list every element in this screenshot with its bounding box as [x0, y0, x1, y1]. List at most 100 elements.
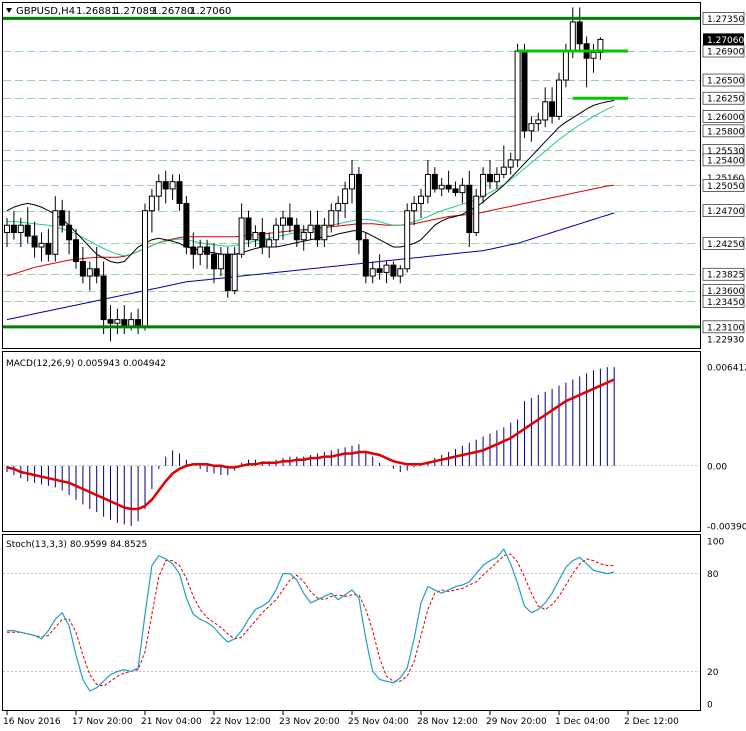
macd-signal-line: [6, 378, 615, 511]
bear-candle: [100, 275, 107, 321]
macd-axis-label: -0.003903: [707, 523, 746, 533]
bull-candle: [142, 210, 148, 328]
bull-candle: [590, 51, 597, 59]
stoch-signal-line: [7, 553, 615, 687]
bull-candle: [383, 264, 390, 273]
bear-candle: [376, 268, 383, 273]
bull-candle: [480, 173, 487, 197]
bull-candle: [280, 217, 286, 226]
bear-candle: [45, 242, 52, 255]
ohlc-low: 1.26780: [152, 6, 193, 17]
bear-candle: [390, 264, 397, 277]
bull-candle: [155, 181, 162, 197]
price-label-box: [702, 320, 745, 334]
bear-candle: [286, 217, 293, 226]
stoch-title: Stoch(13,3,3) 80.9599 84.8525: [6, 540, 147, 550]
price-label-box: [702, 267, 745, 281]
bull-candle: [328, 210, 335, 226]
bear-candle: [245, 217, 252, 241]
stoch-panel-frame: [2, 534, 701, 711]
macd-axis-label: 0.006412: [707, 364, 746, 374]
bear-candle: [293, 224, 300, 241]
stoch-axis-label: 0: [707, 701, 713, 711]
dropdown-triangle-icon[interactable]: [6, 8, 12, 13]
bear-candle: [176, 181, 183, 204]
ohlc-high: 1.27089: [114, 6, 155, 17]
stoch-axis: 100 80 20 0: [707, 538, 724, 711]
bull-candle: [266, 239, 273, 248]
bull-candle: [114, 319, 121, 324]
time-axis: 16 Nov 2016 17 Nov 20:00 21 Nov 04:00 22 No…: [3, 711, 679, 727]
price-label: 1.23600: [707, 287, 744, 297]
bear-candle: [466, 184, 473, 233]
price-label: 1.22930: [707, 336, 744, 346]
bull-candle: [493, 173, 500, 183]
bear-candle: [10, 224, 17, 233]
price-label: 1.25160: [707, 174, 744, 184]
bull-candle: [404, 210, 411, 270]
price-label: 1.26500: [707, 77, 744, 87]
price-label: 1.23450: [707, 298, 744, 308]
bear-candle: [162, 181, 169, 190]
bull-candle: [252, 231, 259, 241]
bear-candle: [445, 184, 452, 190]
bull-candle: [231, 253, 238, 292]
bear-candle: [431, 173, 438, 190]
price-label-box: [702, 91, 745, 105]
bull-candle: [17, 224, 24, 233]
bull-candle: [411, 202, 418, 212]
time-label: 29 Nov 20:00: [486, 717, 547, 727]
symbol-label: GBPUSD,H4: [16, 6, 75, 17]
price-axis: 1.27350 1.26900 1.26500 1.26250 1.26000 1.258…: [702, 12, 745, 346]
macd-axis-label: 0.00: [707, 462, 727, 472]
bear-candle: [362, 239, 369, 277]
bull-candle: [459, 184, 466, 194]
bear-candle: [355, 173, 362, 241]
chart-header: GBPUSD,H4 1.26881 1.27089 1.26780 1.2706…: [6, 6, 231, 17]
bull-candle: [38, 242, 45, 248]
time-label: 23 Nov 20:00: [279, 717, 340, 727]
bull-candle: [169, 181, 176, 190]
macd-title: MACD(12,26,9) 0.005943 0.004942: [6, 359, 166, 369]
bull-candle: [300, 231, 307, 241]
macd-indicator: [3, 367, 700, 526]
bull-candle: [418, 195, 424, 204]
stoch-axis-label: 80: [707, 570, 719, 580]
bear-candle: [224, 253, 231, 292]
price-label: 1.25800: [707, 127, 744, 137]
bear-candle: [107, 319, 114, 324]
bull-candle: [562, 50, 569, 81]
stochastic-indicator: [3, 547, 700, 692]
price-label: 1.27350: [707, 15, 744, 25]
price-label-box: [702, 12, 745, 25]
bear-candle: [211, 253, 217, 270]
time-label: 16 Nov 2016: [3, 717, 61, 727]
stoch-main-line: [7, 547, 615, 692]
macd-panel-frame: [2, 351, 701, 532]
bull-candle: [321, 224, 328, 241]
bear-candle: [190, 246, 197, 255]
bear-candle: [73, 239, 79, 263]
time-label: 1 Dec 04:00: [555, 717, 610, 727]
bear-candle: [79, 261, 86, 277]
bear-candle: [576, 21, 583, 45]
key-levels[interactable]: [3, 16, 700, 329]
bear-candle: [521, 50, 528, 132]
current-price-box: [703, 33, 744, 46]
bear-candle: [204, 246, 211, 255]
price-label-box: [702, 73, 745, 87]
bull-candle: [307, 224, 314, 233]
bear-candle: [93, 268, 100, 277]
price-label-box: [702, 178, 745, 192]
bull-candle: [52, 210, 59, 255]
bull-candle: [397, 268, 404, 277]
price-label-box: [702, 295, 745, 308]
price-label: 1.25050: [707, 182, 744, 192]
bull-candle: [473, 195, 480, 233]
bull-candle: [507, 159, 514, 168]
bull-candle: [569, 21, 576, 52]
price-label: 1.25400: [707, 156, 744, 166]
bear-candle: [31, 235, 38, 248]
bear-candle: [314, 224, 321, 241]
